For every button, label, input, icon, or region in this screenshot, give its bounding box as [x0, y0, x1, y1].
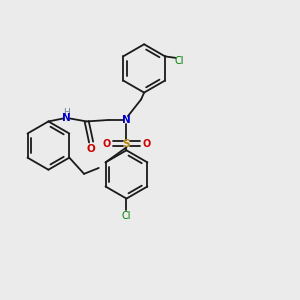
Text: O: O: [87, 143, 95, 154]
Text: Cl: Cl: [174, 56, 184, 66]
Text: O: O: [103, 139, 111, 148]
Text: S: S: [123, 139, 130, 148]
Text: H: H: [63, 107, 70, 116]
Text: Cl: Cl: [122, 211, 131, 221]
Text: N: N: [122, 115, 131, 125]
Text: N: N: [62, 113, 70, 124]
Text: O: O: [142, 139, 150, 148]
